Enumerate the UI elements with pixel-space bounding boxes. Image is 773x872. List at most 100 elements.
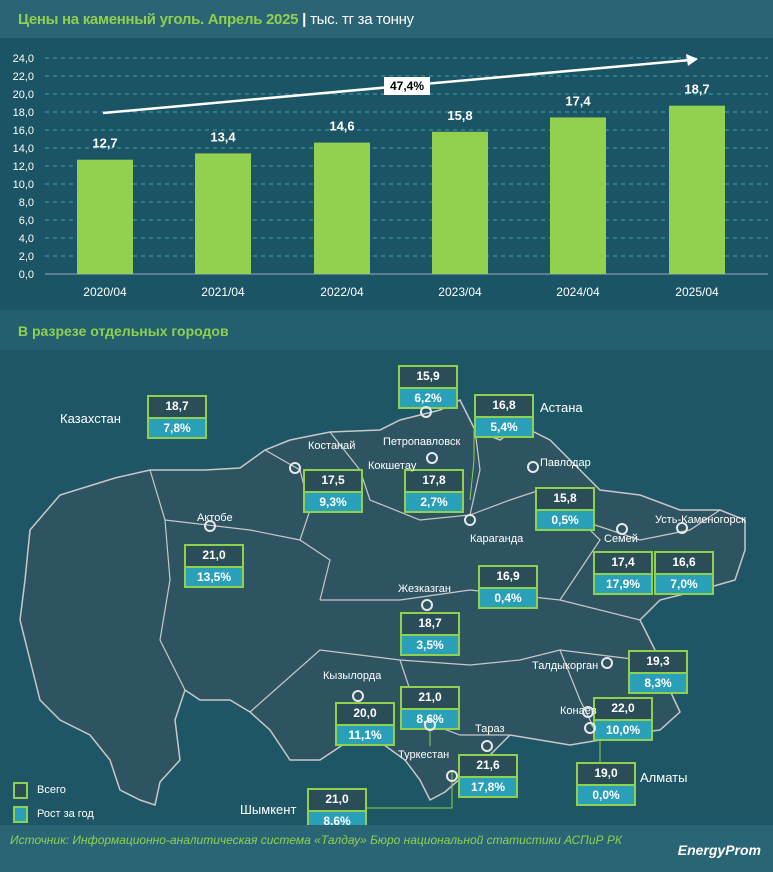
city-marker-icon — [424, 719, 436, 731]
city-4-box: 17,8 2,7% — [404, 469, 464, 513]
bar — [195, 153, 251, 274]
city-name: Кокшетау — [368, 460, 417, 472]
city-total: 16,6 — [656, 553, 712, 573]
city-16-box: 19,0 0,0% — [576, 762, 636, 806]
city-1-box: 15,9 6,2% — [398, 365, 458, 409]
city-marker-icon — [601, 657, 613, 669]
shymkent-leader — [367, 772, 453, 809]
legend-total-swatch — [13, 782, 28, 799]
city-name: Казахстан — [60, 411, 121, 426]
city-marker-icon — [584, 722, 596, 734]
bar-chart: 0,0 2,0 4,0 6,0 8,0 10,0 12,0 14,0 16,0 18,0 20,0 2… — [0, 38, 773, 310]
city-growth: 6,2% — [400, 387, 456, 407]
city-name: Алматы — [640, 770, 688, 785]
city-7-box: 17,4 17,9% — [593, 551, 653, 595]
city-marker-icon — [420, 406, 432, 418]
arrow-head-icon — [686, 54, 698, 66]
bar — [314, 142, 370, 274]
x-tick-label: 2021/04 — [201, 285, 245, 299]
city-growth: 7,0% — [656, 573, 712, 593]
city-total: 19,0 — [578, 764, 634, 784]
city-marker-icon — [527, 461, 539, 473]
city-5-box: 15,8 0,5% — [535, 487, 595, 531]
y-tick-label: 20,0 — [13, 89, 34, 101]
city-total: 21,0 — [186, 546, 242, 566]
city-name: Жезказган — [398, 583, 451, 595]
city-name: Караганда — [470, 533, 524, 545]
y-tick-label: 0,0 — [19, 269, 34, 281]
city-growth: 7,8% — [149, 417, 205, 437]
city-name: Кызылорда — [323, 670, 382, 682]
city-name: Талдыкорган — [532, 660, 599, 672]
bar-value-label: 13,4 — [210, 129, 236, 144]
city-total: 21,0 — [402, 688, 458, 708]
y-tick-label: 16,0 — [13, 125, 34, 137]
city-growth: 10,0% — [595, 719, 651, 739]
city-marker-icon — [421, 599, 433, 611]
city-marker-icon — [204, 520, 216, 532]
bar-value-label: 15,8 — [447, 108, 472, 123]
y-tick-label: 2,0 — [19, 251, 34, 263]
city-growth: 2,7% — [406, 491, 462, 511]
city-marker-icon — [676, 522, 688, 534]
y-tick-label: 24,0 — [13, 53, 34, 65]
city-total: 16,8 — [476, 396, 532, 416]
city-growth: 0,0% — [578, 784, 634, 804]
city-marker-icon — [481, 740, 493, 752]
city-total: 22,0 — [595, 699, 651, 719]
city-8-box: 16,6 7,0% — [654, 551, 714, 595]
city-name: Шымкент — [240, 802, 297, 817]
city-13-box: 21,0 8,6% — [400, 686, 460, 730]
bar-value-label: 12,7 — [92, 136, 117, 151]
city-growth: 0,4% — [480, 587, 536, 607]
city-total: 15,9 — [400, 367, 456, 387]
city-total: 17,8 — [406, 471, 462, 491]
city-3-box: 17,5 9,3% — [303, 469, 363, 513]
city-total: 15,8 — [537, 489, 593, 509]
x-tick-label: 2023/04 — [438, 285, 482, 299]
city-name: Семей — [604, 533, 638, 545]
x-tick-label: 2020/04 — [83, 285, 127, 299]
chart-svg: 0,0 2,0 4,0 6,0 8,0 10,0 12,0 14,0 16,0 18,0 20,0 2… — [13, 53, 768, 299]
city-marker-icon — [582, 706, 594, 718]
city-0-box: 18,7 7,8% — [147, 395, 207, 439]
city-name: Павлодар — [540, 457, 591, 469]
city-name: Тараз — [475, 723, 505, 735]
city-total: 18,7 — [149, 397, 205, 417]
x-tick-label: 2025/04 — [675, 285, 719, 299]
x-tick-label: 2024/04 — [556, 285, 600, 299]
bar-value-label: 18,7 — [684, 82, 709, 97]
city-marker-icon — [464, 514, 476, 526]
city-total: 17,5 — [305, 471, 361, 491]
city-15-box: 21,6 17,8% — [458, 754, 518, 798]
y-tick-label: 4,0 — [19, 233, 34, 245]
title-separator: | — [302, 11, 307, 28]
footer-source: Источник: Информационно-аналитическая си… — [0, 825, 773, 872]
city-6-box: 21,0 13,5% — [184, 544, 244, 588]
city-17-box: 21,0 8,6% — [307, 788, 367, 832]
city-growth: 0,5% — [537, 509, 593, 529]
title: Цены на каменный уголь. Апрель 2025 — [18, 11, 299, 28]
city-12-box: 20,0 11,1% — [335, 702, 395, 746]
city-total: 18,7 — [402, 614, 458, 634]
city-14-box: 22,0 10,0% — [593, 697, 653, 741]
y-tick-label: 22,0 — [13, 71, 34, 83]
city-9-box: 16,9 0,4% — [478, 565, 538, 609]
y-tick-label: 10,0 — [13, 179, 34, 191]
y-tick-label: 8,0 — [19, 197, 34, 209]
city-marker-icon — [446, 770, 458, 782]
city-growth: 9,3% — [305, 491, 361, 511]
city-name: Усть-Каменогорск — [655, 514, 746, 526]
city-total: 16,9 — [480, 567, 536, 587]
bar-value-label: 17,4 — [565, 93, 591, 108]
city-marker-icon — [616, 523, 628, 535]
bar — [432, 131, 488, 274]
astana-leader — [469, 430, 475, 501]
section-title: В разрезе отдельных городов — [0, 310, 773, 350]
bar — [550, 117, 606, 275]
city-growth: 8,3% — [630, 672, 686, 692]
city-growth: 17,8% — [460, 776, 516, 796]
energyprom-logo: EnergyProm — [677, 842, 761, 858]
city-total: 21,0 — [309, 790, 365, 810]
city-marker-icon — [289, 462, 301, 474]
